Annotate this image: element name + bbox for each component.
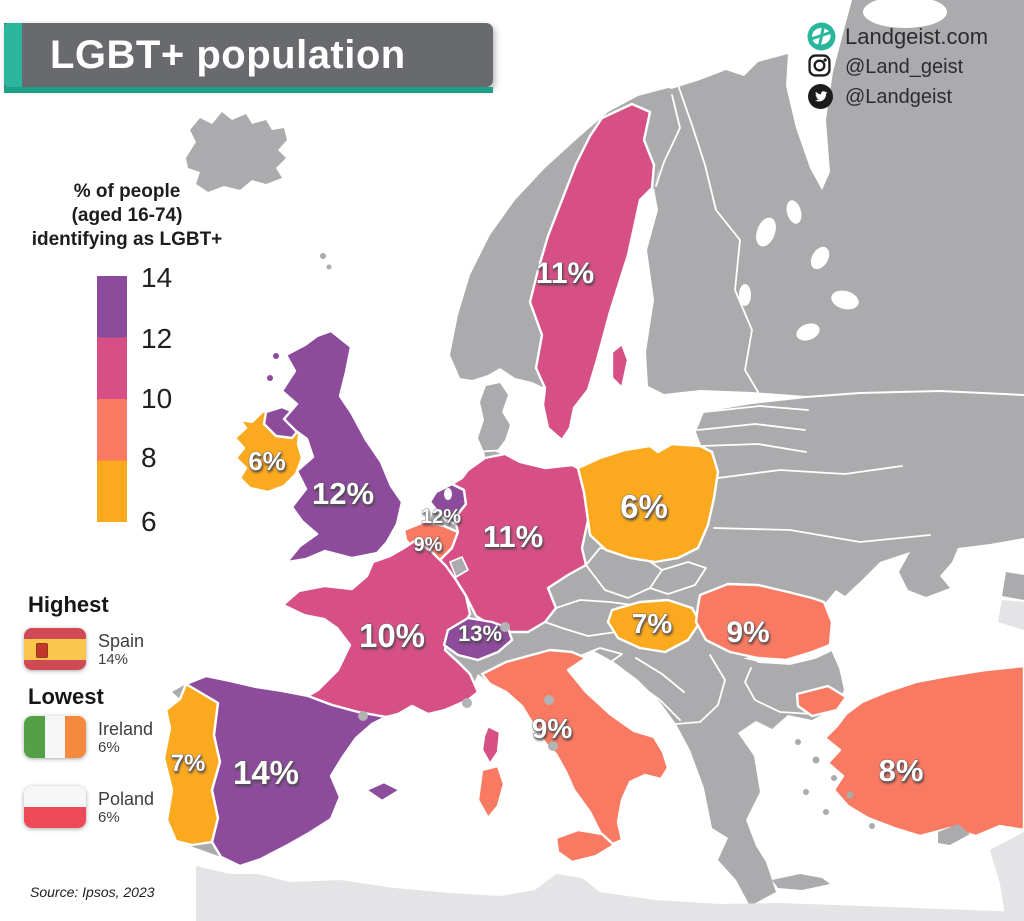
twitter-icon xyxy=(808,84,833,114)
ireland-flag-stripe-white xyxy=(44,716,66,758)
poland-flag-stripe-red xyxy=(24,807,86,828)
legend-swatch-salmon xyxy=(97,399,127,461)
legend-tick-8: 8 xyxy=(141,442,157,473)
country-luxembourg xyxy=(449,556,469,578)
label-italy: 9% xyxy=(532,713,573,744)
label-hungary: 7% xyxy=(632,608,673,639)
landgeist-logo-icon xyxy=(807,22,836,56)
label-ireland: 6% xyxy=(248,446,286,476)
source-credit: Source: Ipsos, 2023 xyxy=(30,884,155,900)
poland-flag xyxy=(24,786,86,828)
highest-country-name: Spain xyxy=(98,631,145,651)
country-poland xyxy=(576,442,720,564)
label-germany: 11% xyxy=(483,519,543,554)
title-accent-block xyxy=(4,23,22,87)
spain-flag-stripe-red-top xyxy=(24,628,86,639)
ireland-flag-stripe-orange xyxy=(65,716,86,758)
ireland-flag-stripe-green xyxy=(24,716,45,758)
legend-swatch-purple xyxy=(97,276,127,338)
landmass-kuban xyxy=(1002,572,1024,600)
label-belgium: 9% xyxy=(414,534,443,556)
lowest1-country-name: Ireland xyxy=(98,719,154,739)
island-hebrides-1 xyxy=(273,353,279,359)
label-switzerland: 13% xyxy=(458,621,502,646)
page-title: LGBT+ population xyxy=(50,32,406,77)
landmass-north-africa xyxy=(196,866,1024,921)
legend-title: % of people (aged 16-74) identifying as … xyxy=(28,180,226,252)
country-hungary xyxy=(606,598,702,654)
country-turkey-thrace xyxy=(795,684,848,718)
dot-san-marino xyxy=(544,695,554,705)
legend-color-scale xyxy=(97,276,127,527)
country-spain xyxy=(184,674,388,868)
country-switzerland xyxy=(442,616,514,662)
spain-flag-stripe-yellow xyxy=(24,638,86,660)
country-germany xyxy=(438,452,590,634)
label-spain: 14% xyxy=(233,754,299,791)
poland-flag-stripe-white xyxy=(24,786,86,807)
legend-title-line2: (aged 16-74) xyxy=(71,205,183,226)
dot-vatican xyxy=(548,741,558,751)
island-sicily xyxy=(554,828,616,864)
dot-liechtenstein xyxy=(500,622,510,632)
legend-title-line3: identifying as LGBT+ xyxy=(31,229,223,250)
label-netherlands: 12% xyxy=(421,506,461,528)
highest-heading: Highest xyxy=(28,592,109,617)
instagram-icon xyxy=(808,54,831,82)
spain-flag xyxy=(24,628,86,670)
island-hebrides-2 xyxy=(267,375,273,381)
highest-country-value: 14% xyxy=(98,651,129,668)
dot-monaco xyxy=(462,698,472,708)
instagram-handle: @Land_geist xyxy=(845,56,964,78)
landmass-caucasus-edge xyxy=(998,600,1024,630)
label-poland: 6% xyxy=(620,488,668,525)
country-value-labels: 11% 6% 12% 12% 9% 11% 6% 10% 13% 7% 9% 9… xyxy=(170,257,924,792)
ireland-flag xyxy=(24,716,86,758)
lowest1-country-value: 6% xyxy=(98,739,120,756)
lake-ijsselmeer xyxy=(444,488,452,500)
spain-flag-stripe-red-bottom xyxy=(24,659,86,670)
lowest2-country-value: 6% xyxy=(98,809,120,826)
website-url: Landgeist.com xyxy=(845,24,989,49)
label-turkey: 8% xyxy=(879,753,924,788)
legend-tick-6: 6 xyxy=(141,506,157,537)
country-italy xyxy=(480,648,670,847)
legend-swatch-orange xyxy=(97,460,127,522)
landmass-finland-nw-russia xyxy=(646,0,1024,396)
label-france: 10% xyxy=(359,617,425,654)
microstate-dots xyxy=(358,622,558,751)
legend-title-line1: % of people xyxy=(73,181,181,202)
island-corsica xyxy=(480,724,502,766)
lowest-heading: Lowest xyxy=(28,684,104,709)
island-sardinia xyxy=(476,764,506,820)
spain-flag-emblem xyxy=(36,643,48,658)
dot-andorra xyxy=(358,711,368,721)
island-mallorca xyxy=(364,780,402,803)
lowest2-country-name: Poland xyxy=(98,789,155,809)
country-sweden xyxy=(528,102,656,442)
legend-tick-10: 10 xyxy=(141,383,173,414)
island-gotland xyxy=(610,342,630,390)
label-sweden: 11% xyxy=(536,257,594,290)
title-bar: LGBT+ population xyxy=(4,23,493,87)
country-romania xyxy=(694,582,834,662)
country-turkey xyxy=(823,664,1024,838)
label-uk: 12% xyxy=(312,476,374,511)
legend-swatch-pink xyxy=(97,337,127,399)
label-romania: 9% xyxy=(726,616,769,649)
twitter-handle: @Landgeist xyxy=(845,86,953,108)
landmass-levant xyxy=(990,832,1024,921)
country-uk xyxy=(280,329,404,564)
landmass-iceland xyxy=(186,112,287,192)
legend-tick-12: 12 xyxy=(141,323,173,354)
label-portugal: 7% xyxy=(171,750,206,777)
small-islands xyxy=(320,253,970,890)
legend-tick-14: 14 xyxy=(141,262,173,293)
title-underline xyxy=(4,87,493,93)
